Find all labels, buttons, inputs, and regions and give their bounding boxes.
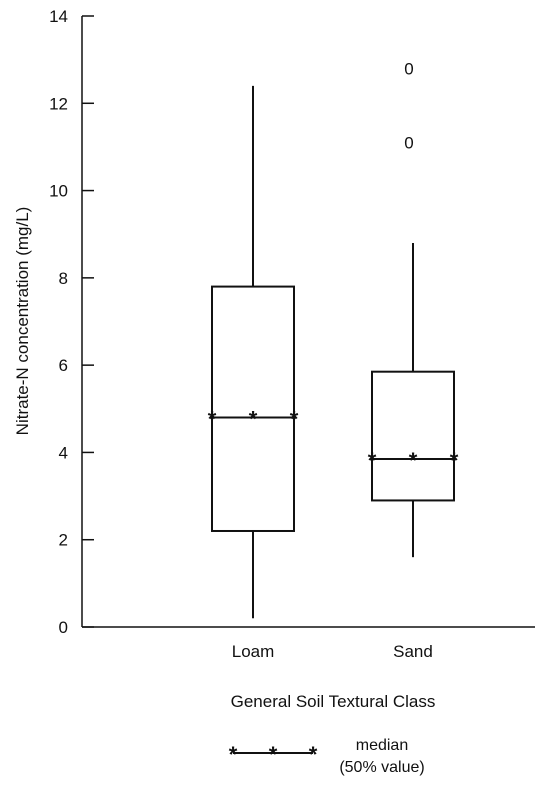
median-star: * — [208, 407, 217, 432]
boxes: * * * * * * 0 0 — [208, 59, 459, 619]
median-star: * — [290, 407, 299, 432]
iqr-box — [211, 285, 295, 532]
y-axis-title: Nitrate-N concentration (mg/L) — [13, 207, 32, 436]
iqr-box — [371, 370, 455, 502]
legend-median-star: * — [309, 742, 318, 767]
legend: * * * median (50% value) — [229, 737, 425, 776]
median-star: * — [368, 448, 377, 473]
median-star: * — [450, 448, 459, 473]
legend-label-median: median — [356, 737, 408, 754]
y-tick-label: 4 — [59, 443, 68, 462]
box-loam: * * * — [208, 85, 299, 619]
y-tick-label: 12 — [49, 94, 68, 113]
y-tick-label: 0 — [59, 618, 68, 637]
x-axis-title: General Soil Textural Class — [231, 692, 436, 711]
legend-median-star: * — [229, 742, 238, 767]
legend-median-star: * — [269, 742, 278, 767]
y-axis: 0 2 4 6 8 10 12 14 — [49, 7, 94, 637]
outlier-point: 0 — [404, 59, 413, 78]
median-star: * — [249, 407, 258, 432]
x-tick-label: Sand — [393, 642, 433, 661]
y-ticks: 0 2 4 6 8 10 12 14 — [49, 7, 94, 637]
box-sand: * * * 0 0 — [368, 59, 459, 558]
y-tick-label: 14 — [49, 7, 68, 26]
x-ticks: Loam Sand — [232, 642, 433, 661]
y-tick-label: 10 — [49, 182, 68, 201]
outlier-point: 0 — [404, 134, 413, 153]
y-tick-label: 8 — [59, 269, 68, 288]
y-tick-label: 2 — [59, 531, 68, 550]
median-star: * — [409, 448, 418, 473]
legend-label-percent: (50% value) — [339, 759, 424, 776]
x-tick-label: Loam — [232, 642, 275, 661]
y-tick-label: 6 — [59, 356, 68, 375]
